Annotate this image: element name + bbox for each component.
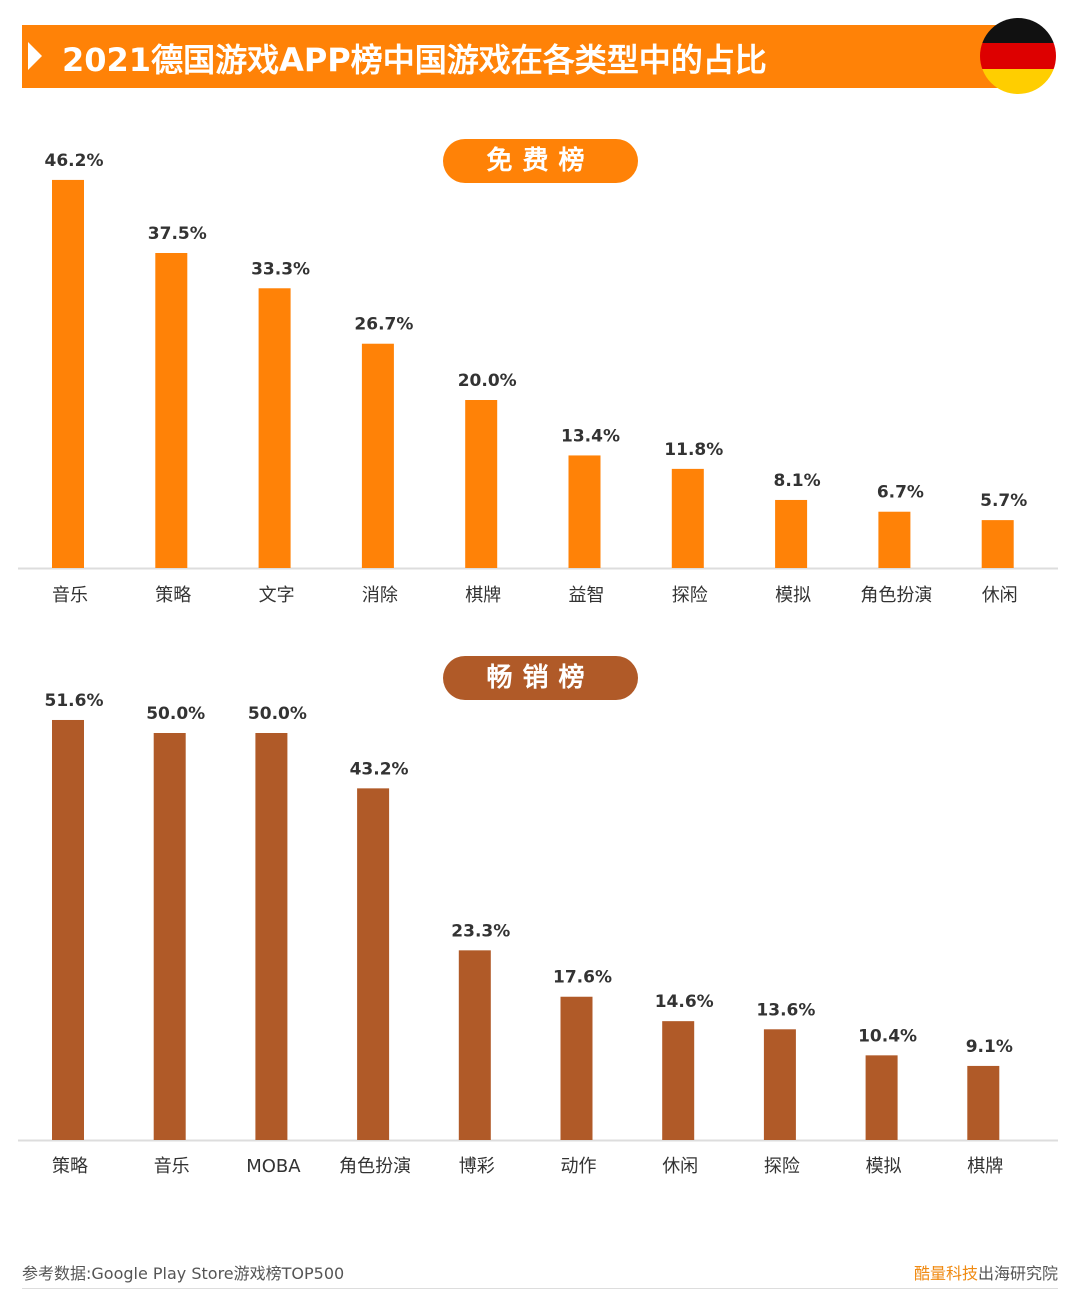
x-tick-label: MOBA — [246, 1156, 301, 1177]
data-label: 8.1% — [774, 471, 821, 491]
x-tick-label: 模拟 — [775, 585, 811, 606]
data-label: 20.0% — [458, 371, 517, 391]
bar — [458, 950, 491, 1140]
bar — [865, 1055, 898, 1140]
data-label: 13.6% — [756, 1000, 815, 1020]
bar — [775, 499, 808, 568]
data-label: 46.2% — [45, 151, 104, 171]
data-label: 37.5% — [148, 224, 207, 244]
data-label: 23.3% — [451, 921, 510, 941]
bar — [763, 1029, 796, 1140]
bar — [967, 1065, 1000, 1140]
data-label: 14.6% — [655, 992, 714, 1012]
page-title: 2021德国游戏APP榜中国游戏在各类型中的占比 — [62, 41, 767, 79]
bar — [671, 468, 704, 568]
data-label: 43.2% — [350, 759, 409, 779]
data-label: 50.0% — [146, 704, 205, 724]
bar — [153, 733, 186, 1140]
x-tick-label: 消除 — [362, 585, 398, 606]
x-tick-label: 动作 — [561, 1156, 597, 1177]
x-tick-label: 音乐 — [154, 1156, 190, 1177]
bar — [155, 253, 188, 568]
data-label: 17.6% — [553, 968, 612, 988]
data-label: 10.4% — [858, 1026, 917, 1046]
bar — [981, 520, 1014, 568]
x-tick-label: 探险 — [672, 585, 708, 606]
data-label: 9.1% — [966, 1037, 1013, 1057]
data-label: 13.4% — [561, 426, 620, 446]
x-tick-label: 棋牌 — [967, 1156, 1003, 1177]
x-tick-label: 文字 — [259, 585, 295, 606]
footer-divider — [22, 1288, 1058, 1289]
x-tick-label: 音乐 — [52, 585, 88, 606]
bar — [258, 288, 291, 568]
bar — [465, 400, 498, 568]
bar — [357, 788, 390, 1140]
brand-suffix: 出海研究院 — [977, 1264, 1058, 1283]
bar — [878, 511, 911, 568]
free-chart-title: 免费榜 — [443, 139, 638, 183]
x-tick-label: 博彩 — [459, 1156, 495, 1177]
data-label: 5.7% — [980, 491, 1027, 511]
x-tick-label: 休闲 — [662, 1156, 698, 1177]
data-source: 参考数据:Google Play Store游戏榜TOP500 — [22, 1264, 345, 1283]
grossing-chart-title: 畅销榜 — [443, 656, 638, 700]
data-label: 50.0% — [248, 704, 307, 724]
bar — [52, 719, 84, 1140]
title-bar: 2021德国游戏APP榜中国游戏在各类型中的占比 — [22, 25, 1007, 88]
bar — [255, 733, 288, 1140]
brand-name: 酷量科技 — [913, 1264, 978, 1283]
bar — [568, 455, 601, 568]
bar — [52, 179, 84, 569]
data-label: 6.7% — [877, 483, 924, 503]
x-tick-label: 策略 — [52, 1156, 88, 1177]
x-tick-label: 探险 — [764, 1156, 800, 1177]
x-tick-label: 棋牌 — [465, 585, 501, 606]
bar — [662, 1021, 695, 1140]
x-tick-label: 休闲 — [982, 585, 1018, 606]
data-label: 11.8% — [664, 440, 723, 460]
bar — [361, 343, 394, 568]
data-label: 33.3% — [251, 259, 310, 279]
data-label: 51.6% — [45, 691, 104, 711]
x-tick-label: 角色扮演 — [860, 585, 932, 606]
arrow-icon — [28, 42, 42, 70]
brand-credit: 酷量科技出海研究院 — [914, 1260, 1058, 1284]
x-tick-label: 角色扮演 — [339, 1156, 411, 1177]
data-label: 26.7% — [354, 315, 413, 335]
x-tick-label: 策略 — [155, 585, 191, 606]
bar — [560, 996, 593, 1140]
x-tick-label: 模拟 — [866, 1156, 902, 1177]
x-tick-label: 益智 — [569, 585, 605, 606]
